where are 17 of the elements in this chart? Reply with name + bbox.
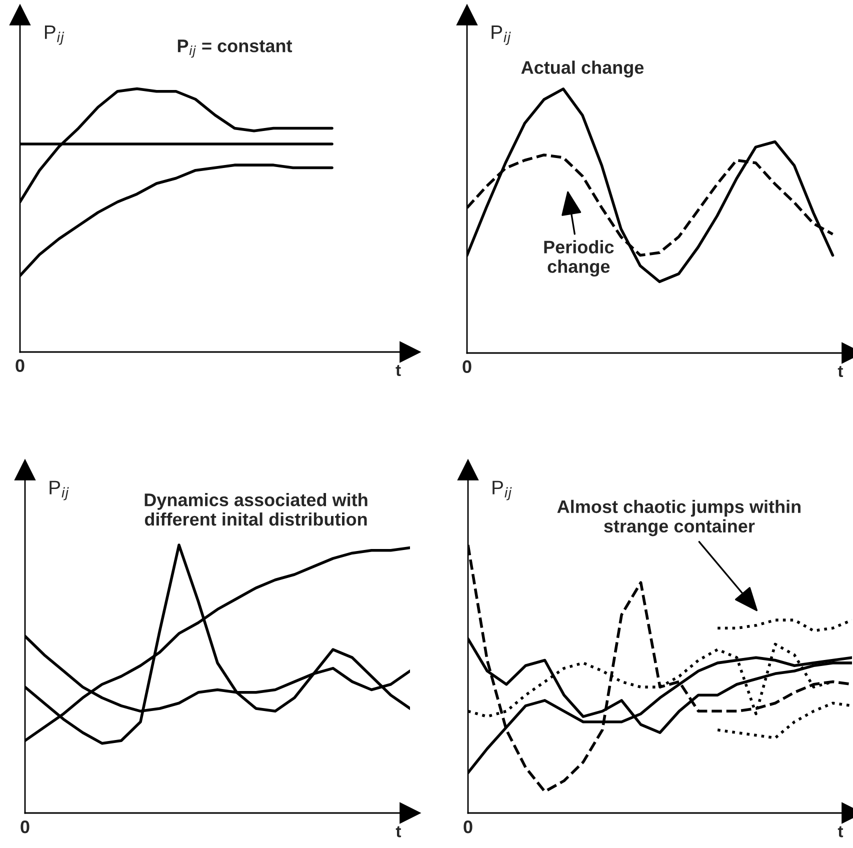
text: 0 — [16, 359, 24, 372]
x-axis-title: t — [396, 365, 401, 376]
x-axis-title: t — [838, 366, 844, 378]
text: 0 — [464, 820, 472, 834]
text: 0 — [462, 360, 472, 374]
y-axis-title: P$_{ij}$ — [492, 26, 511, 45]
x-axis-title: t — [838, 826, 844, 838]
x-axis-title: t — [396, 826, 402, 838]
text: Actual change — [521, 60, 644, 78]
y-axis-title: P$_{ij}$ — [44, 26, 64, 45]
text: 0 — [20, 820, 30, 834]
text: P$_{ij}$ = constant — [178, 40, 292, 58]
text: Dynamics associated with different inital distribution — [144, 493, 368, 526]
y-axis-title: P$_{ij}$ — [492, 480, 512, 500]
text: Almost chaotic jumps within strange container — [557, 500, 800, 536]
annotation: Periodic change — [544, 240, 614, 277]
y-axis-title: P$_{ij}$ — [50, 480, 69, 500]
